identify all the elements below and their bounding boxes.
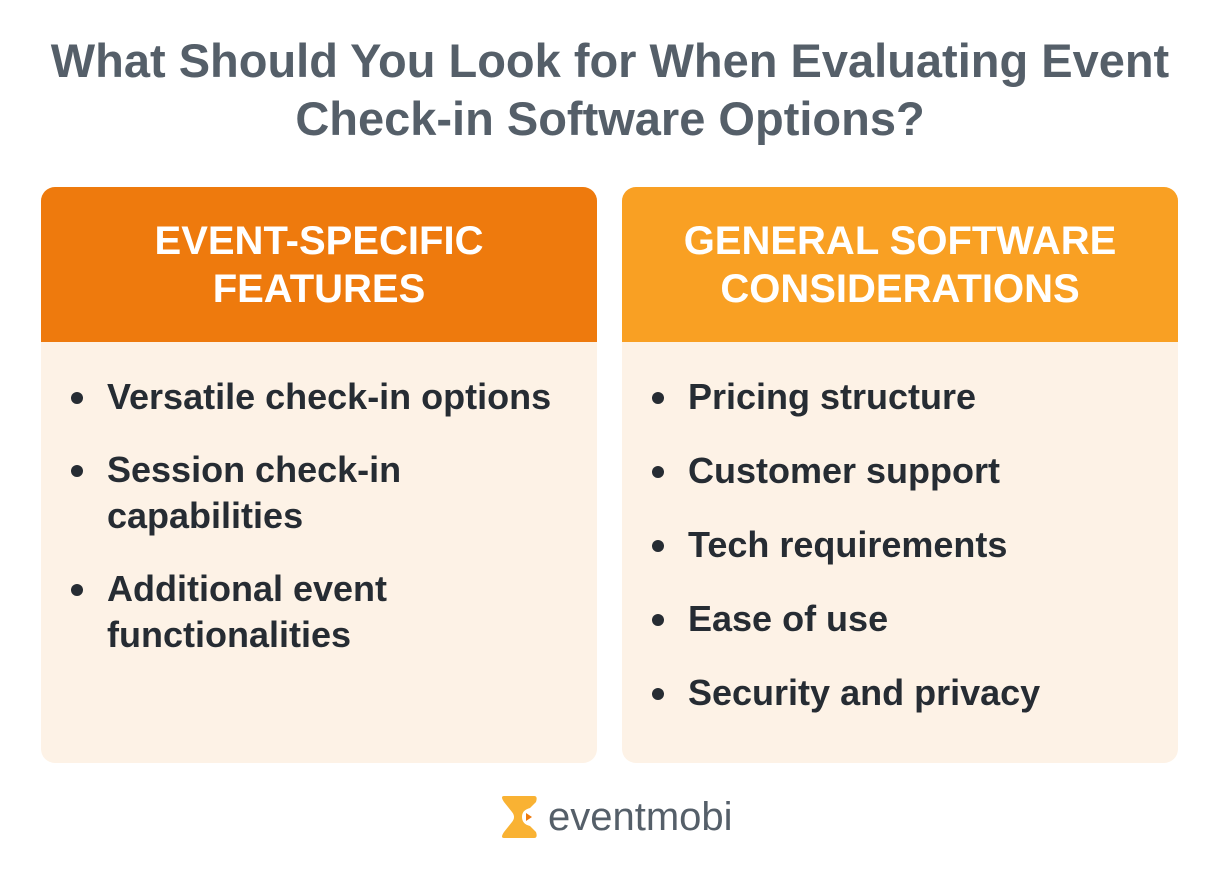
list-item: Ease of use: [650, 596, 1178, 642]
card-heading: GENERAL SOFTWARE CONSIDERATIONS: [622, 187, 1178, 342]
list-item: Security and privacy: [650, 670, 1178, 716]
general-software-card: GENERAL SOFTWARE CONSIDERATIONS Pricing …: [622, 187, 1178, 763]
eventmobi-logo: eventmobi: [500, 792, 733, 842]
consideration-list: Pricing structure Customer support Tech …: [622, 342, 1178, 716]
list-item: Pricing structure: [650, 374, 1178, 420]
list-item: Tech requirements: [650, 522, 1178, 568]
card-heading: EVENT-SPECIFIC FEATURES: [41, 187, 597, 342]
list-item: Versatile check-in options: [69, 374, 597, 420]
logo-text: eventmobi: [548, 794, 733, 839]
page-title: What Should You Look for When Evaluating…: [50, 34, 1170, 145]
list-item: Session check-in capabilities: [69, 447, 427, 539]
list-item: Customer support: [650, 448, 1178, 494]
eventmobi-logo-icon: [502, 796, 537, 838]
feature-list: Versatile check-in options Session check…: [41, 342, 597, 658]
list-item: Additional event functionalities: [69, 566, 427, 658]
event-specific-card: EVENT-SPECIFIC FEATURES Versatile check-…: [41, 187, 597, 763]
